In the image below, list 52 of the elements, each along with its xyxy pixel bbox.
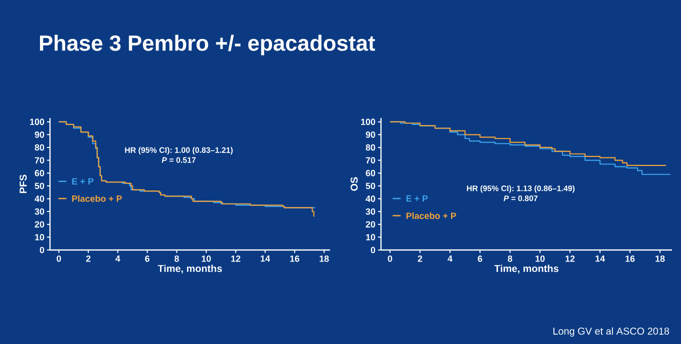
x-tick-label: 2 [86,256,90,262]
x-tick-label: 10 [536,256,545,262]
y-tick-label: 40 [366,196,376,202]
x-tick-label: 18 [656,256,665,262]
x-tick-label: 0 [388,256,392,262]
y-tick-label: 10 [366,234,376,240]
x-tick-label: 2 [418,256,422,262]
y-tick-label: 20 [34,221,44,228]
y-tick-label: 100 [361,118,376,126]
y-tick-label: 10 [35,234,44,240]
x-tick-label: 12 [231,256,240,262]
legend-label: Placebo + P [72,195,122,202]
y-tick-label: 30 [34,208,44,215]
x-tick-label: 16 [626,256,635,262]
y-tick-label: 50 [366,182,376,190]
y-tick-label: 80 [34,144,44,151]
x-axis-title: Time, months [158,264,222,274]
x-tick-label: 8 [508,256,512,262]
y-axis-title: PFS [20,174,27,194]
x-tick-label: 18 [320,256,329,262]
chart-title: Phase 3 Pembro +/- epacadostat [40,34,376,56]
y-tick-label: 30 [366,208,376,215]
y-tick-label: 60 [366,170,376,176]
x-tick-label: 6 [145,256,150,262]
y-tick-label: 80 [366,144,376,151]
x-tick-label: 6 [478,256,482,262]
legend-label: Placebo + P [406,212,456,219]
y-tick-label: 90 [34,131,44,138]
y-tick-label: 70 [34,157,44,164]
y-axis-title: OS [350,177,358,191]
x-tick-label: 0 [56,256,61,262]
y-tick-label: 90 [366,131,376,138]
x-tick-label: 16 [290,256,300,262]
y-tick-label: 50 [34,182,44,190]
x-tick-label: 12 [566,256,575,262]
y-tick-label: 100 [30,118,44,126]
x-tick-label: 8 [174,256,179,262]
x-tick-label: 4 [448,256,452,262]
y-tick-label: 20 [366,221,376,228]
x-tick-label: 14 [596,256,605,262]
x-tick-label: 4 [115,256,120,262]
y-tick-label: 70 [366,157,376,164]
x-tick-label: 14 [260,256,270,262]
text: Long GV et al ASCO 2018 [553,327,670,337]
y-tick-label: 60 [34,170,44,176]
y-tick-label: 0 [370,246,376,254]
x-tick-label: 10 [202,256,211,262]
x-axis-title: Time, months [494,264,558,274]
legend-label: E + P [406,195,428,202]
legend-label: E + P [72,178,94,184]
y-tick-label: 40 [34,196,44,202]
y-tick-label: 0 [40,246,44,254]
